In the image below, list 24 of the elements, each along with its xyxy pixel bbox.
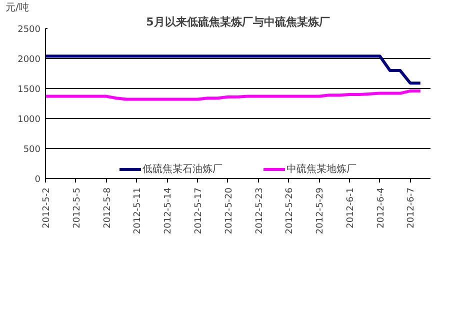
x-tick-label: 2012-5-8: [102, 187, 113, 228]
x-tick-label: 2012-5-20: [224, 187, 234, 234]
y-tick-label: 500: [23, 145, 41, 155]
y-tick-label: 1500: [18, 85, 41, 95]
x-tick-label: 2012-5-5: [72, 187, 82, 228]
x-tick-label: 2012-5-26: [285, 187, 296, 234]
y-axis-title: 元/吨: [6, 2, 29, 14]
x-tick-label: 2012-6-7: [406, 187, 417, 228]
y-tick-label: 0: [34, 175, 41, 185]
line-series: [46, 89, 422, 101]
legend-label: 中硫焦某地炼厂: [286, 162, 356, 176]
x-tick-label: 2012-5-14: [164, 187, 174, 234]
x-tick-label: 2012-6-4: [376, 187, 386, 228]
x-tick-label: 2012-5-11: [133, 188, 144, 234]
legend-label: 低硫焦某石油炼厂: [142, 162, 222, 176]
x-tick-label: 2012-5-17: [194, 188, 204, 234]
x-tick-label: 2012-5-2: [42, 187, 52, 228]
x-tick-label: 2012-6-1: [346, 187, 356, 228]
y-tick-label: 2500: [18, 25, 41, 35]
y-tick-label: 2000: [18, 55, 41, 65]
x-tick-label: 2012-5-29: [316, 187, 326, 234]
chart-title: 5月以来低硫焦某炼厂与中硫焦某炼厂: [146, 16, 330, 28]
y-tick-label: 1000: [18, 115, 41, 125]
x-tick-label: 2012-5-23: [254, 188, 265, 234]
